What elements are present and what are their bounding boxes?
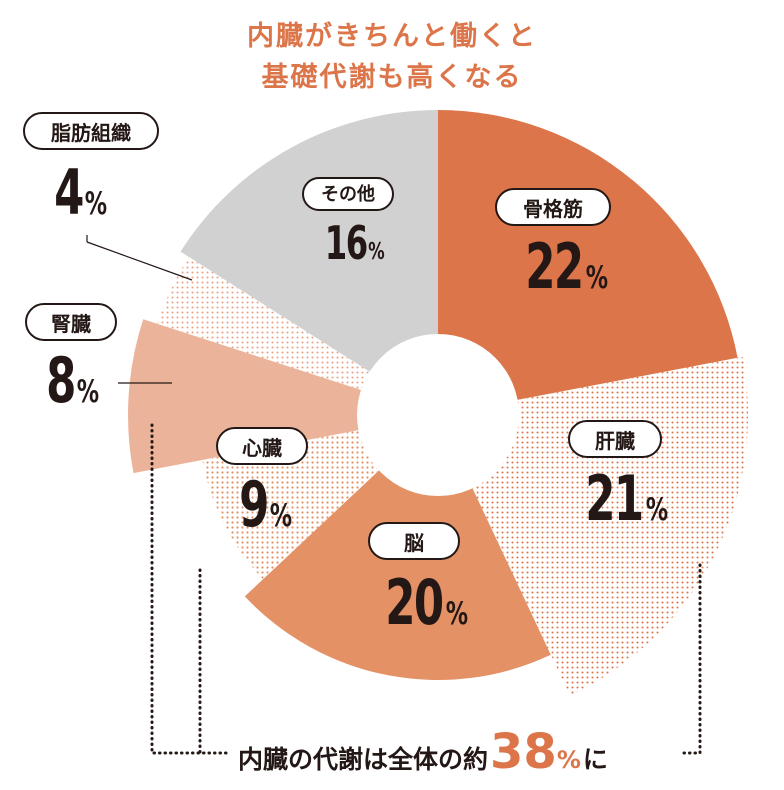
slice-kidney — [128, 319, 439, 474]
label-other: その他 — [302, 177, 394, 211]
donut-hole — [357, 334, 519, 496]
summary-prefix: 内臓の代謝は全体の約 — [238, 745, 489, 774]
label-brain: 脳 — [368, 522, 460, 560]
leader-line-fat-diag — [86, 241, 193, 281]
chart-title-line1: 内臓がきちんと働くと — [247, 21, 537, 52]
value-adipose-tissue: 4% — [53, 156, 108, 229]
bracket-left-outer — [150, 423, 232, 755]
summary-caption: 内臓の代謝は全体の約 38% に — [230, 724, 616, 780]
value-skeletal-muscle: 22% — [525, 230, 608, 303]
summary-highlight: 38% — [490, 724, 581, 780]
value-kidney: 8% — [45, 344, 100, 417]
chart-title-line2: 基礎代謝も高くなる — [261, 62, 523, 93]
label-liver: 肝臓 — [568, 420, 662, 458]
value-liver: 21% — [585, 462, 668, 535]
label-heart: 心臓 — [216, 427, 308, 465]
slice-liver — [438, 356, 748, 696]
summary-suffix: に — [582, 745, 608, 774]
value-brain: 20% — [385, 566, 468, 639]
label-skeletal-muscle: 骨格筋 — [495, 188, 611, 226]
bracket-right — [678, 563, 702, 755]
label-kidney: 腎臓 — [25, 303, 117, 341]
value-heart: 9% — [238, 468, 293, 541]
value-other: 16% — [324, 216, 386, 270]
slice-skeletal-muscle — [438, 110, 738, 415]
label-adipose-tissue: 脂肪組織 — [23, 112, 159, 150]
